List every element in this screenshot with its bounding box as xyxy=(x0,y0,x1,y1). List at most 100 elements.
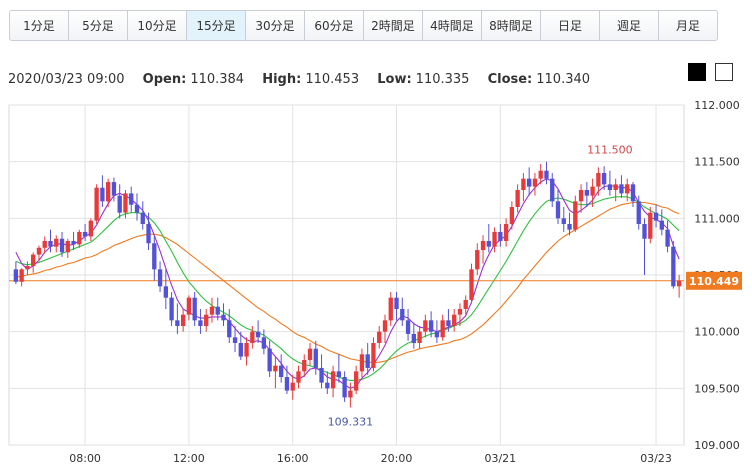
light-theme-button[interactable] xyxy=(715,63,733,81)
candle-body xyxy=(596,173,601,187)
candle-body xyxy=(423,320,428,332)
timeframe-tab[interactable]: 8時間足 xyxy=(482,11,541,40)
candle-body xyxy=(371,343,376,368)
candle-body xyxy=(469,269,474,300)
candle-body xyxy=(457,309,463,315)
timeframe-tab[interactable]: 週足 xyxy=(600,11,659,40)
low-label: Low: xyxy=(377,72,412,87)
timeframe-tab[interactable]: 5分足 xyxy=(69,11,128,40)
timeframe-tab[interactable]: 4時間足 xyxy=(423,11,482,40)
candle-body xyxy=(302,360,307,372)
candle-body xyxy=(550,178,555,202)
candle-body xyxy=(134,204,140,213)
candle-body xyxy=(146,224,151,244)
candle-body xyxy=(394,297,399,309)
candle-body xyxy=(100,187,105,202)
candle-body xyxy=(313,348,318,368)
candle-body xyxy=(636,201,641,224)
candle-body xyxy=(111,182,117,196)
candle-body xyxy=(82,231,88,237)
candle-body xyxy=(492,231,497,247)
candle-body xyxy=(440,320,445,338)
candle-body xyxy=(180,314,186,326)
candle-body xyxy=(653,212,659,221)
candle-body xyxy=(671,246,676,287)
candle-body xyxy=(532,178,538,187)
open-value: 110.384 xyxy=(190,72,245,87)
candle-body xyxy=(377,331,382,343)
candle-body xyxy=(555,201,561,219)
timeframe-tab[interactable]: 2時間足 xyxy=(364,11,423,40)
candle-body xyxy=(31,254,36,266)
candle-body xyxy=(521,178,526,190)
candle-body xyxy=(48,241,53,247)
candle-body xyxy=(527,178,532,187)
candle-body xyxy=(676,280,682,287)
candle-body xyxy=(486,241,491,247)
candle-body xyxy=(365,354,370,368)
candle-body xyxy=(140,212,145,224)
high-value: 110.453 xyxy=(305,72,360,87)
candle-body xyxy=(434,331,440,338)
ohlc-readout: 2020/03/23 09:00 Open: 110.384 High: 110.4… xyxy=(8,72,590,87)
candle-body xyxy=(71,241,76,245)
candle-body xyxy=(244,343,249,357)
candle-body xyxy=(648,212,653,239)
candle-body xyxy=(353,371,359,391)
candle-body xyxy=(94,187,99,221)
timeframe-tab[interactable]: 10分足 xyxy=(128,11,187,40)
timeframe-tab[interactable]: 30分足 xyxy=(246,11,305,40)
candle-body xyxy=(567,224,572,230)
candle-body xyxy=(77,231,82,245)
candle-body xyxy=(284,377,290,391)
close-value: 110.340 xyxy=(536,72,591,87)
dark-theme-button[interactable] xyxy=(688,63,706,81)
candle-body xyxy=(382,320,388,332)
candle-body xyxy=(452,314,457,326)
candle-body xyxy=(515,190,520,207)
candle-body xyxy=(267,348,272,372)
candle-body xyxy=(290,382,295,391)
candle-body xyxy=(659,220,664,230)
candle-body xyxy=(59,238,65,253)
candle-body xyxy=(342,377,347,398)
x-tick-label: 08:00 xyxy=(69,452,101,465)
candle-body xyxy=(163,286,168,298)
candle-body xyxy=(157,269,163,287)
open-label: Open: xyxy=(142,72,187,87)
candle-body xyxy=(13,269,19,282)
candle-body xyxy=(273,365,278,372)
y-tick-label: 111.000 xyxy=(694,212,740,225)
candle-body xyxy=(625,184,630,194)
candle-body xyxy=(330,371,336,389)
timeframe-tab[interactable]: 月足 xyxy=(675,19,700,33)
candle-body xyxy=(42,241,47,248)
candle-body xyxy=(601,173,607,185)
candle-body xyxy=(578,190,584,202)
candle-body xyxy=(152,243,157,270)
candle-body xyxy=(65,241,70,253)
ma-mid-line xyxy=(15,196,680,381)
timeframe-tab[interactable]: 日足 xyxy=(541,11,600,40)
candle-body xyxy=(584,190,590,196)
candle-body xyxy=(446,320,451,326)
low-annotation: 109.331 xyxy=(328,415,374,428)
timeframe-tab[interactable]: 15分足 xyxy=(187,11,246,40)
candle-body xyxy=(250,331,255,343)
candle-body xyxy=(232,337,238,343)
candle-body xyxy=(296,371,301,383)
candle-body xyxy=(169,297,174,321)
high-annotation: 111.500 xyxy=(587,144,633,157)
candlestick-chart: 112.000111.500111.000110.500110.000109.5… xyxy=(8,99,742,465)
candle-body xyxy=(123,193,128,213)
current-price-tag xyxy=(686,271,742,290)
timeframe-tab[interactable]: 1分足 xyxy=(10,11,69,40)
candle-body xyxy=(509,207,515,224)
candle-body xyxy=(215,306,220,315)
timeframe-tab[interactable]: 60分足 xyxy=(305,11,364,40)
y-tick-label: 112.000 xyxy=(694,99,740,112)
ma-slow-line xyxy=(15,201,680,363)
candle-body xyxy=(475,250,480,270)
candle-body xyxy=(411,333,416,343)
candle-body xyxy=(261,337,267,349)
